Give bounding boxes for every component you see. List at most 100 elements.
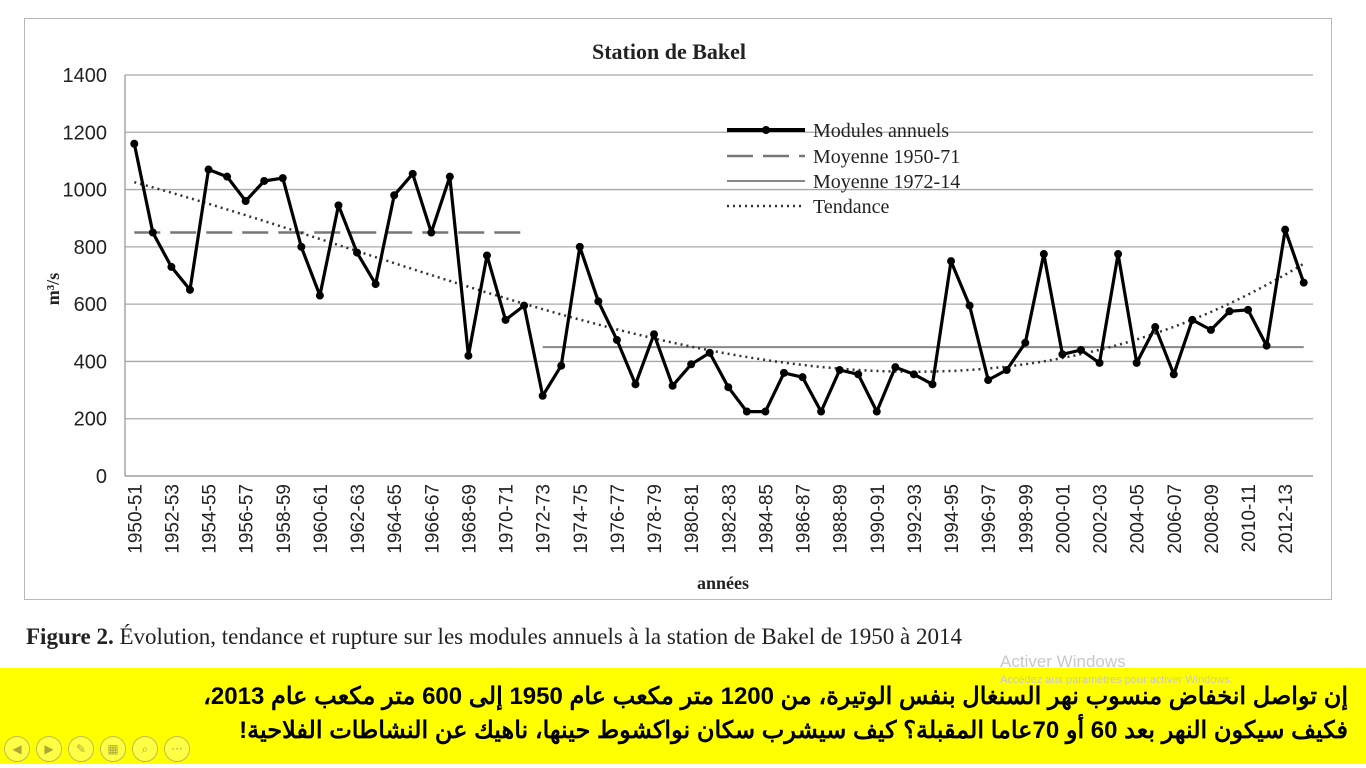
- x-tick-label: 2010-11: [1239, 484, 1260, 552]
- slideshow-navigation: ◀ ▶ ✎ ▦ ⌕ ···: [4, 736, 190, 762]
- trend-path: [133, 180, 1305, 374]
- data-point: [482, 251, 491, 260]
- data-point: [1262, 341, 1271, 350]
- data-point: [204, 165, 213, 174]
- trend-line: [133, 180, 1305, 374]
- data-point: [260, 176, 269, 185]
- chart-title: Station de Bakel: [592, 39, 746, 64]
- banner-text: عاما المقبلة؟ كيف سيشرب سكان نواكشوط حين…: [239, 717, 1033, 744]
- data-point: [928, 380, 937, 389]
- data-point: [241, 197, 250, 206]
- legend: Modules annuels Moyenne 1950-71 Moyenne …: [727, 120, 960, 218]
- pen-icon[interactable]: ✎: [68, 736, 94, 762]
- data-point: [445, 172, 454, 181]
- data-point: [538, 391, 547, 400]
- x-tick-label: 1952-53: [162, 484, 183, 554]
- x-tick-label: 1950-51: [125, 484, 146, 554]
- banner-text: فكيف سيكون النهر بعد: [1117, 717, 1348, 744]
- data-point: [575, 242, 584, 251]
- data-point: [1132, 358, 1141, 367]
- data-point: [353, 248, 362, 257]
- data-point: [1281, 225, 1290, 234]
- zoom-icon[interactable]: ⌕: [132, 736, 158, 762]
- data-point: [148, 228, 157, 237]
- line-chart: Station de Bakel 0 200 400 600 800 1000 1200 14…: [43, 39, 1313, 593]
- x-tick-label: 1996-97: [979, 484, 1000, 554]
- x-tick-label: 1992-93: [905, 484, 926, 554]
- y-tick-label: 400: [74, 351, 107, 373]
- data-point: [984, 376, 993, 385]
- data-point: [371, 280, 380, 289]
- banner-text: أو: [1059, 717, 1091, 744]
- y-tick-label: 800: [74, 237, 107, 259]
- banner-text: متر مكعب عام: [264, 683, 423, 710]
- banner-line-2: فكيف سيكون النهر بعد 60 أو 70عاما المقبل…: [18, 714, 1348, 748]
- annual-modules-series: [130, 139, 1308, 416]
- x-tick-label: 1988-89: [831, 484, 852, 554]
- data-point: [1095, 358, 1104, 367]
- data-point: [594, 297, 603, 306]
- data-point: [557, 361, 566, 370]
- data-point: [779, 368, 788, 377]
- more-icon[interactable]: ···: [164, 736, 190, 762]
- banner-line-1: إن تواصل انخفاض منسوب نهر السنغال بنفس ا…: [18, 680, 1348, 714]
- data-point: [1002, 366, 1011, 375]
- data-point: [761, 407, 770, 416]
- x-tick-label: 2000-01: [1053, 484, 1074, 554]
- figure-caption: Figure 2. Évolution, tendance et rupture…: [26, 624, 962, 650]
- x-tick-label: 1968-69: [459, 484, 480, 554]
- data-point: [947, 257, 956, 266]
- chart-frame: Station de Bakel 0 200 400 600 800 1000 1200 14…: [24, 18, 1332, 600]
- banner-number: 1200: [720, 683, 774, 710]
- data-point: [130, 139, 139, 148]
- data-point: [427, 228, 436, 237]
- x-tick-label: 1970-71: [497, 484, 518, 554]
- data-point: [464, 351, 473, 360]
- y-tick-label: 0: [96, 466, 107, 488]
- x-tick-label: 2012-13: [1276, 484, 1297, 554]
- banner-text: إلى: [462, 683, 510, 710]
- x-tick-label: 2004-05: [1128, 484, 1149, 554]
- data-point: [1169, 370, 1178, 379]
- x-tick-label: 1974-75: [571, 484, 592, 554]
- x-tick-label: 1972-73: [534, 484, 555, 554]
- next-arrow-icon[interactable]: ▶: [36, 736, 62, 762]
- x-axis-label: années: [697, 573, 749, 593]
- data-point: [854, 370, 863, 379]
- series-line-modules-annuels: [132, 143, 1306, 414]
- grid: [124, 74, 1313, 477]
- x-tick-label: 1978-79: [645, 484, 666, 554]
- legend-label-mean-1972-14: Moyenne 1972-14: [813, 171, 960, 193]
- data-point: [1188, 315, 1197, 324]
- x-tick-label: 1994-95: [942, 484, 963, 554]
- y-axis-label: m³/s: [43, 273, 63, 305]
- legend-label-mean-1950-71: Moyenne 1950-71: [813, 146, 960, 168]
- data-point: [1225, 307, 1234, 316]
- data-point: [1206, 325, 1215, 334]
- data-point: [650, 330, 659, 339]
- x-tick-label: 1960-61: [311, 484, 332, 554]
- data-point: [705, 348, 714, 357]
- data-point: [891, 363, 900, 372]
- x-tick-label: 1998-99: [1016, 484, 1037, 554]
- y-tick-labels: 0 200 400 600 800 1000 1200 1400: [63, 65, 108, 488]
- data-point: [1039, 250, 1048, 259]
- arabic-text-banner: إن تواصل انخفاض منسوب نهر السنغال بنفس ا…: [0, 668, 1366, 764]
- data-point: [1114, 250, 1123, 259]
- data-point: [965, 301, 974, 310]
- x-tick-label: 1966-67: [422, 484, 443, 554]
- data-point: [687, 360, 696, 369]
- y-tick-label: 1000: [63, 180, 108, 202]
- data-point: [835, 366, 844, 375]
- prev-arrow-icon[interactable]: ◀: [4, 736, 30, 762]
- data-point: [223, 172, 232, 181]
- y-tick-label: 600: [74, 294, 107, 316]
- y-tick-label: 1400: [63, 65, 108, 87]
- banner-number: 1950: [509, 683, 563, 710]
- data-point: [1058, 350, 1067, 359]
- banner-number: 70: [1032, 717, 1060, 744]
- x-tick-label: 2006-07: [1165, 484, 1186, 554]
- slides-icon[interactable]: ▦: [100, 736, 126, 762]
- legend-label-modules: Modules annuels: [813, 120, 949, 142]
- x-tick-labels: 1950-51 1952-53 1954-55 1956-57 1958-59 1960-…: [125, 484, 1297, 554]
